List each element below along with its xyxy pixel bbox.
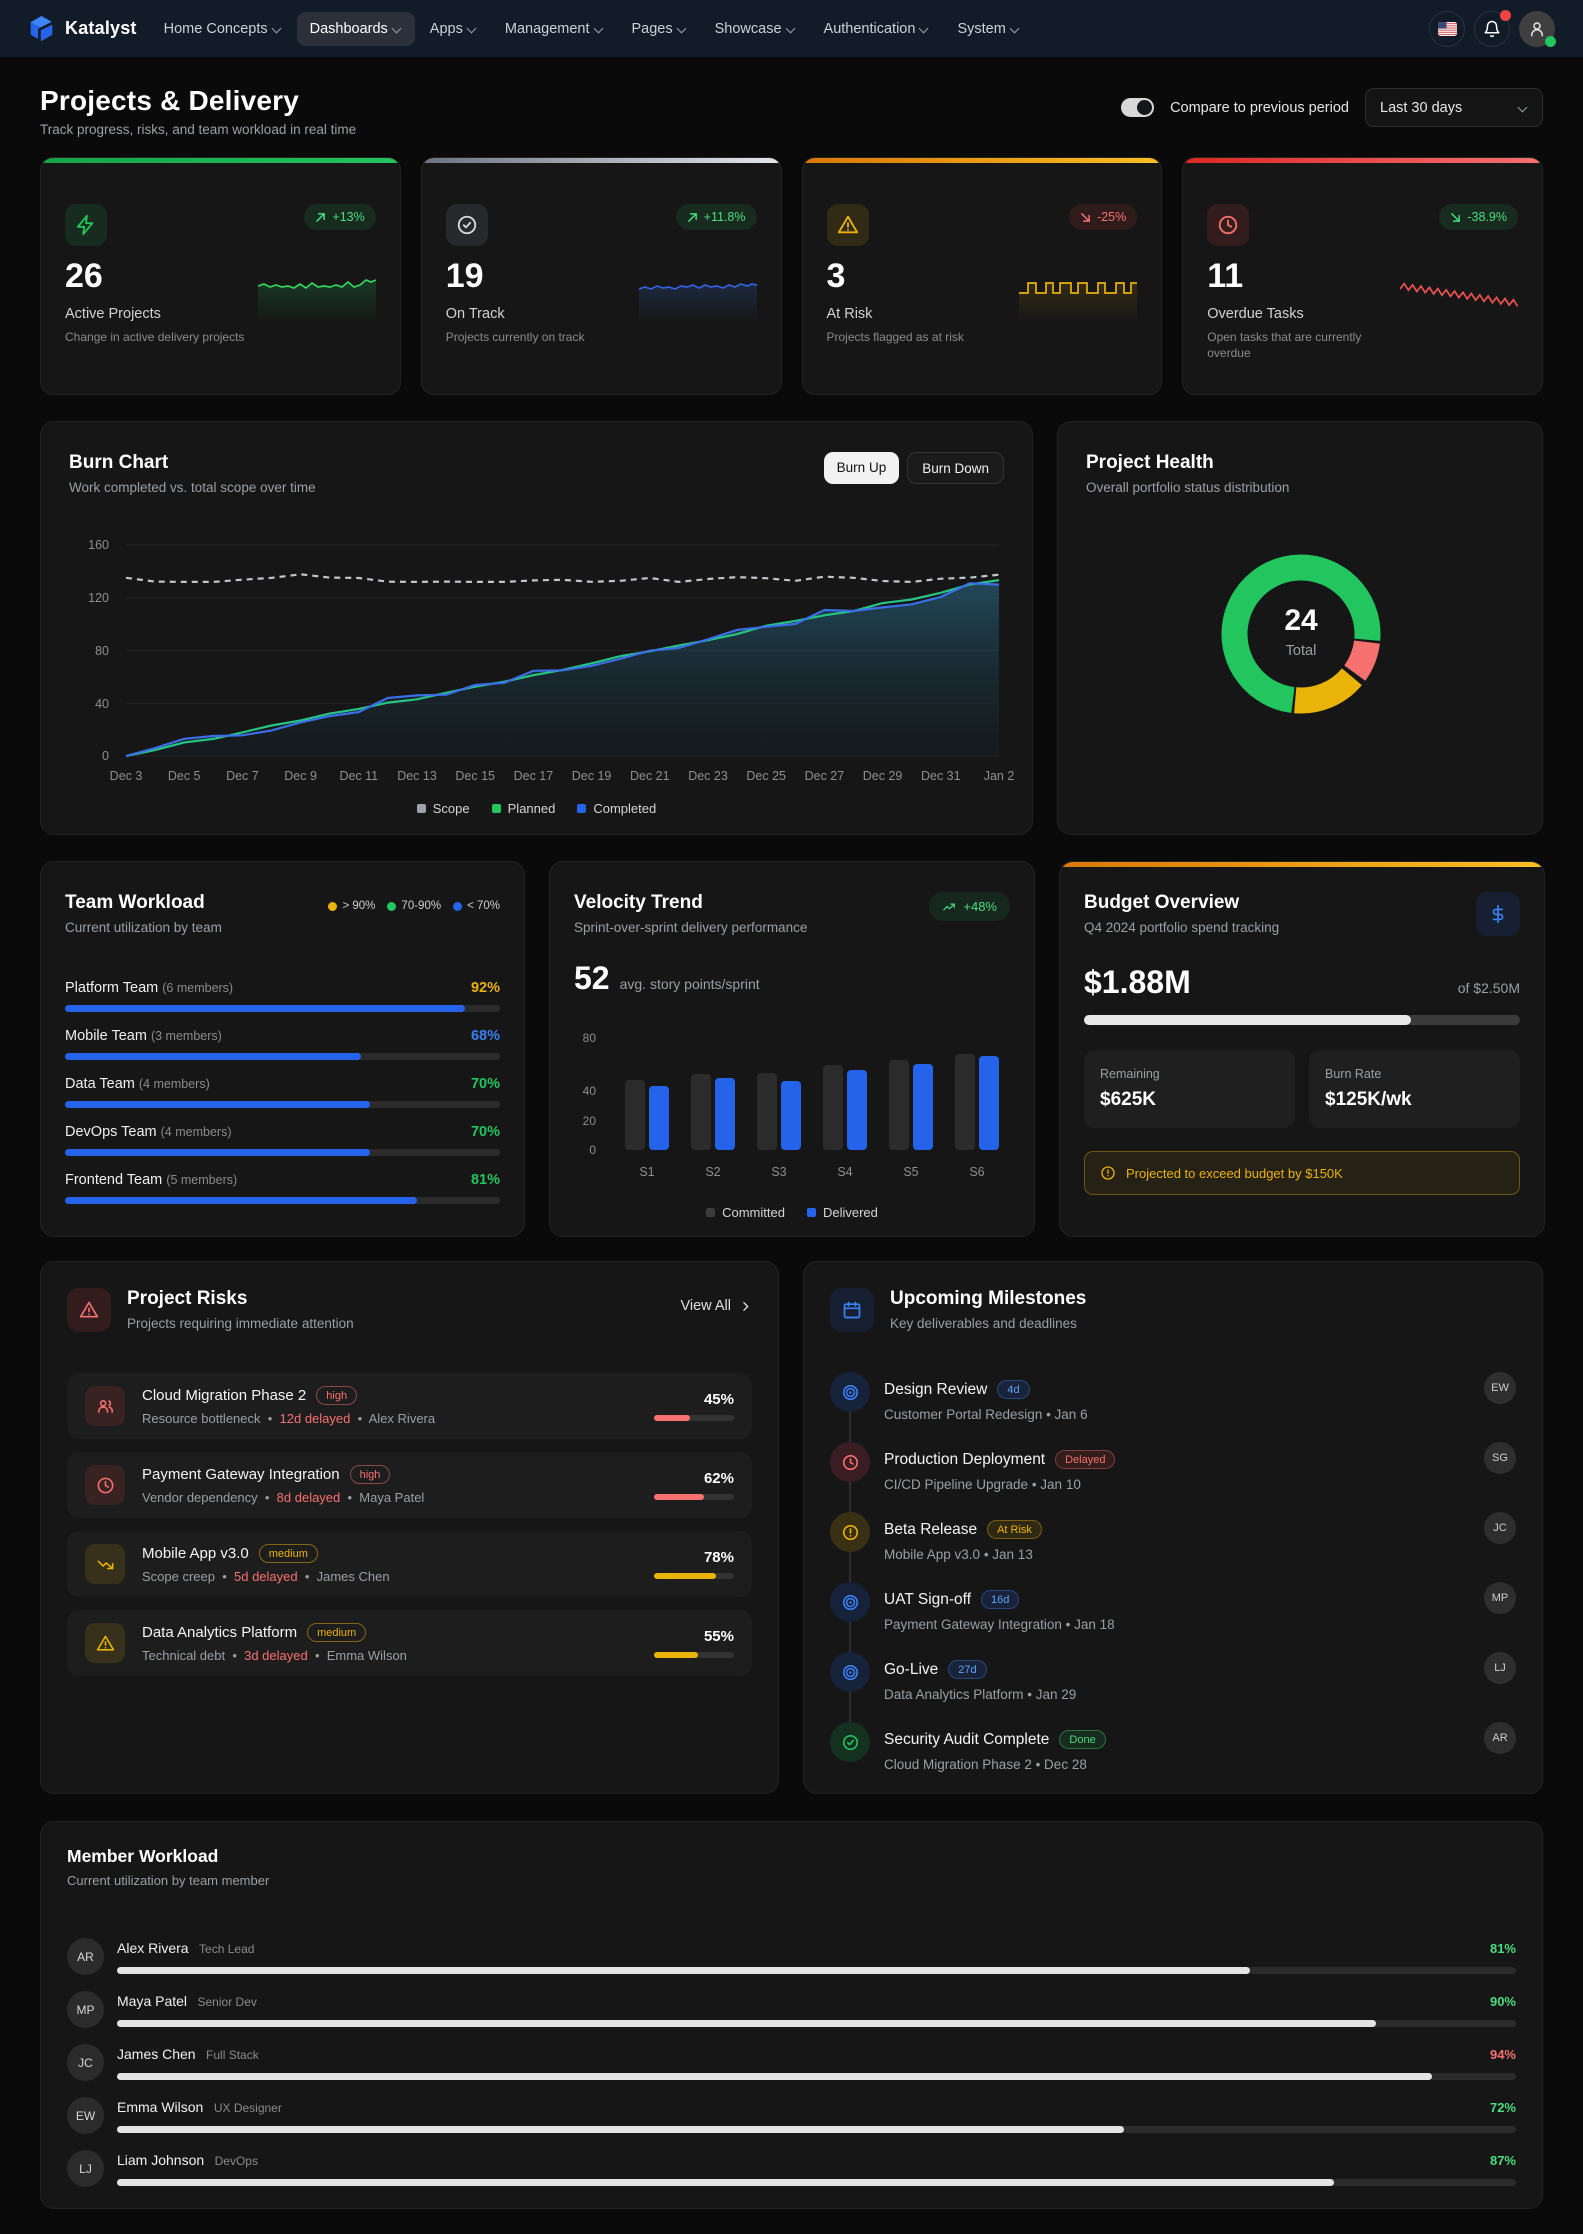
svg-text:40: 40 <box>583 1084 597 1098</box>
svg-text:Dec 23: Dec 23 <box>688 769 728 783</box>
svg-text:Dec 5: Dec 5 <box>168 769 201 783</box>
svg-text:Dec 21: Dec 21 <box>630 769 670 783</box>
svg-text:40: 40 <box>95 697 109 711</box>
svg-text:Dec 13: Dec 13 <box>397 769 437 783</box>
svg-text:Dec 3: Dec 3 <box>110 769 143 783</box>
svg-text:S4: S4 <box>837 1165 852 1179</box>
svg-text:Dec 7: Dec 7 <box>226 769 259 783</box>
svg-text:S2: S2 <box>705 1165 720 1179</box>
svg-text:120: 120 <box>88 591 109 605</box>
svg-text:24: 24 <box>1284 604 1318 637</box>
svg-text:Dec 17: Dec 17 <box>514 769 554 783</box>
svg-text:Dec 11: Dec 11 <box>339 769 378 783</box>
svg-text:Dec 25: Dec 25 <box>746 769 786 783</box>
svg-text:Dec 15: Dec 15 <box>455 769 495 783</box>
svg-text:Dec 31: Dec 31 <box>921 769 961 783</box>
svg-text:S5: S5 <box>903 1165 918 1179</box>
svg-text:0: 0 <box>589 1143 596 1157</box>
svg-text:S3: S3 <box>771 1165 786 1179</box>
svg-text:Dec 19: Dec 19 <box>572 769 612 783</box>
svg-text:160: 160 <box>88 538 109 552</box>
svg-text:Dec 29: Dec 29 <box>863 769 903 783</box>
svg-text:S6: S6 <box>969 1165 984 1179</box>
svg-text:Jan 2: Jan 2 <box>984 769 1015 783</box>
svg-text:Total: Total <box>1286 643 1317 659</box>
svg-text:S1: S1 <box>639 1165 654 1179</box>
svg-text:Dec 27: Dec 27 <box>805 769 845 783</box>
svg-text:80: 80 <box>95 644 109 658</box>
svg-text:0: 0 <box>102 749 109 763</box>
svg-text:80: 80 <box>583 1031 597 1045</box>
svg-text:20: 20 <box>583 1114 597 1128</box>
svg-text:Dec 9: Dec 9 <box>284 769 317 783</box>
